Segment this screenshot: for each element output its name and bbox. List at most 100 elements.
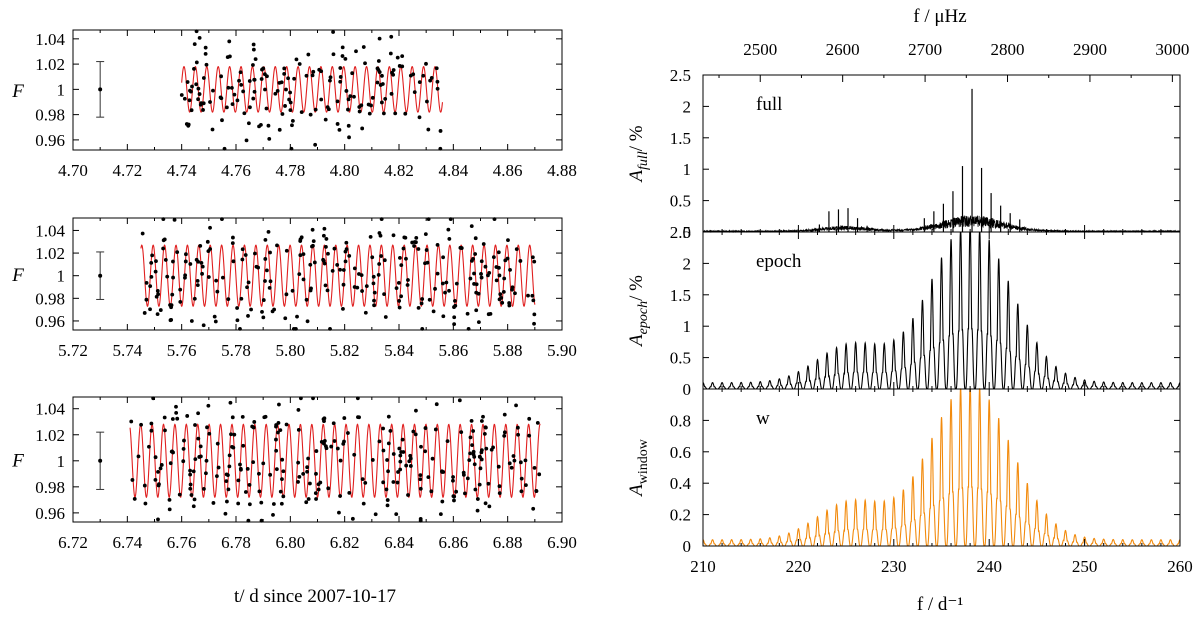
data-point [224,105,229,110]
x-tick-label: 6.82 [330,533,360,552]
data-point [214,278,219,283]
data-point [243,253,248,257]
data-point [147,444,151,449]
data-point [423,261,427,266]
data-point [304,500,309,505]
data-point [425,99,429,104]
data-point [174,404,178,409]
data-point [215,441,220,446]
data-point [401,450,406,454]
data-point [403,235,408,240]
data-point [346,431,350,435]
data-point [445,439,450,444]
data-point [385,498,390,502]
data-point [370,255,375,260]
data-point [204,458,209,463]
data-point [203,45,208,50]
data-point [405,283,410,287]
data-point [363,310,368,315]
x-tick-label: 5.72 [58,341,88,360]
data-point [175,250,180,255]
x-tick-label: 6.80 [275,533,305,552]
data-point [344,89,349,93]
data-point [395,55,400,60]
power-spectrum-bottom-xlabel: f / d⁻¹ [917,594,964,615]
data-point [260,67,264,72]
data-point [193,457,198,462]
y-tick-label: 0.98 [35,289,65,308]
data-point [226,85,231,90]
data-point [196,86,201,91]
data-point [352,285,357,289]
data-point [263,237,268,242]
data-points [179,29,443,151]
panel-label: w [756,408,770,429]
data-point [283,104,287,108]
data-point [519,489,524,494]
x-tick-label: 5.78 [221,341,251,360]
y-tick-label: 2 [683,254,692,273]
data-point [347,490,352,495]
data-point [199,261,204,265]
data-point [497,297,502,302]
data-point [340,45,345,50]
data-point [337,510,341,515]
data-point [231,235,235,240]
data-point [394,512,399,517]
data-point [435,271,440,276]
data-point [399,263,404,268]
data-point [230,415,235,420]
x-tick-label: 4.78 [275,161,305,180]
data-point [319,97,324,102]
data-point [524,483,528,488]
data-point [169,318,174,322]
data-point [171,259,175,264]
data-point [167,507,172,512]
data-point [227,453,232,458]
y-tick-label: 0.8 [670,411,691,430]
data-point [149,421,154,426]
data-point [206,249,211,253]
data-point [391,452,396,456]
data-point [330,268,335,273]
data-point [515,425,520,430]
x-tick-label: 4.88 [547,161,577,180]
data-point [316,482,321,487]
data-point [314,497,318,501]
data-point [268,250,272,255]
data-point [167,497,172,502]
data-point [215,474,219,479]
data-point [346,107,350,112]
data-point [251,96,256,101]
data-point [305,465,310,470]
data-point [277,81,282,85]
data-point [497,484,502,489]
top-x-tick-label: 3000 [1155,40,1189,59]
data-point [510,285,515,290]
data-point [451,478,455,483]
data-point [323,117,328,122]
data-point [321,257,326,262]
data-point [381,111,386,116]
data-point [187,98,192,103]
top-x-tick-label: 2500 [743,40,777,59]
data-point [407,459,412,464]
data-point [153,269,158,274]
data-point [376,59,381,63]
data-point [391,480,396,484]
light-curve-panel-3: 6.72 6.74 6.76 6.78 6.80 6.82 6.84 6.86 6.88 6.90… [11,396,577,552]
data-point [385,503,390,508]
y-label-subscript: window [636,438,651,484]
data-point [475,508,480,513]
data-point [344,247,349,252]
data-point [343,56,348,61]
x-tick-label: 4.72 [112,161,142,180]
data-point [197,455,202,459]
data-point [479,275,484,280]
x-tick-label: 4.76 [221,161,251,180]
data-point [341,306,345,311]
y-tick-label: 1.5 [670,129,691,148]
x-tick-label: 240 [976,557,1002,576]
data-point [144,280,149,285]
data-point [484,446,489,451]
